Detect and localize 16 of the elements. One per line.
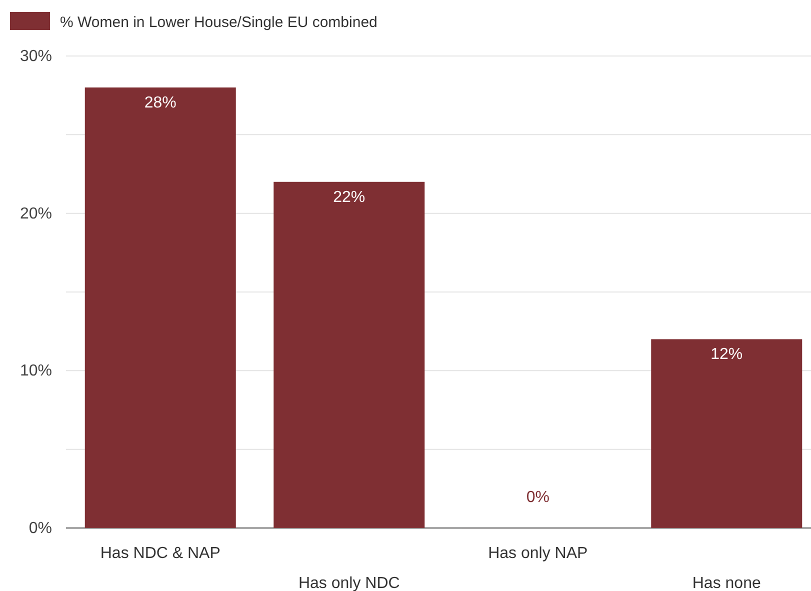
y-tick-label: 10%: [20, 362, 52, 380]
x-tick-label: Has none: [692, 575, 761, 591]
data-label: 28%: [144, 94, 176, 112]
x-tick-label: Has only NAP: [488, 545, 588, 562]
y-tick-label: 0%: [28, 520, 52, 537]
data-label: 22%: [333, 188, 366, 206]
bar: [274, 182, 425, 528]
legend-label: % Women in Lower House/Single EU combined: [60, 14, 378, 31]
bar: [84, 87, 236, 528]
bar: [651, 339, 802, 528]
x-tick-label: Has only NDC: [298, 575, 400, 591]
data-label: 12%: [710, 346, 743, 364]
x-tick-label: Has NDC & NAP: [100, 545, 220, 562]
y-tick-label: 20%: [20, 205, 52, 222]
y-tick-label: 30%: [20, 48, 52, 65]
data-label: 0%: [526, 489, 550, 506]
